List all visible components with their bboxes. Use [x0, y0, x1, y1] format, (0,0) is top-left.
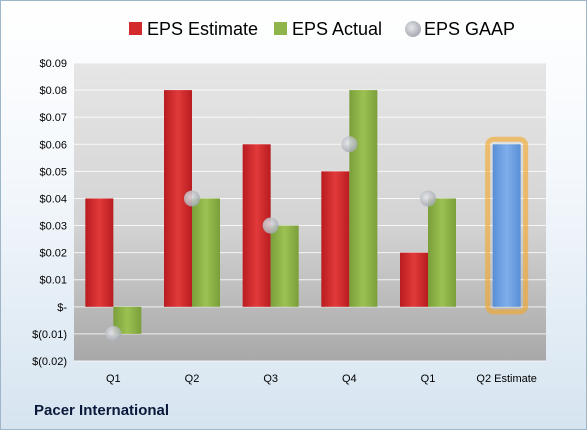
legend-swatch: [405, 21, 421, 37]
eps-gaap-marker: [420, 190, 436, 207]
eps-actual-bar: [349, 90, 378, 307]
legend-label: EPS GAAP: [424, 19, 515, 39]
eps-actual-bar: [270, 225, 299, 307]
gridlines: [74, 62, 546, 362]
eps-gaap-marker: [262, 217, 279, 234]
y-tick-label: $0.01: [39, 275, 67, 287]
legend-swatch: [129, 22, 142, 35]
company-name: Pacer International: [34, 402, 170, 419]
eps-estimate-bar: [321, 171, 350, 307]
y-tick-label: $(0.02): [32, 356, 67, 368]
gaap-markers: [105, 136, 436, 342]
eps-gaap-marker: [184, 190, 200, 207]
legend-label: EPS Actual: [292, 19, 382, 39]
x-tick-label: Q2 Estimate: [476, 373, 537, 385]
x-tick-label: Q1: [421, 373, 436, 385]
y-tick-label: $(0.01): [32, 329, 67, 341]
x-axis-ticks: Q1 Q2 Q3 Q4 Q1 Q2 Estimate: [106, 373, 537, 385]
x-tick-label: Q2: [185, 373, 200, 385]
x-tick-label: Q1: [106, 373, 121, 385]
eps-gaap-marker: [105, 325, 122, 342]
y-tick-label: $0.08: [39, 85, 67, 97]
bars: [85, 90, 529, 334]
y-tick-label: $0.09: [39, 58, 67, 70]
y-tick-label: $0.07: [39, 112, 67, 124]
eps-estimate-bar: [400, 252, 428, 307]
y-tick-label: $-: [57, 302, 67, 314]
y-tick-label: $0.02: [39, 248, 67, 260]
x-tick-label: Q3: [263, 373, 278, 385]
x-tick-label: Q4: [342, 373, 357, 385]
eps-estimate-bar: [85, 198, 114, 307]
eps-actual-bar: [192, 198, 220, 307]
legend-label: EPS Estimate: [147, 19, 258, 39]
q2-estimate-bar: [492, 144, 521, 307]
legend-swatch: [274, 22, 287, 35]
y-tick-label: $0.03: [39, 221, 67, 233]
y-tick-label: $0.06: [39, 139, 67, 151]
y-axis-ticks: $(0.02) $(0.01) $- $0.01 $0.02 $0.03 $0.04 $0.0…: [32, 58, 67, 368]
plot-area: [74, 63, 546, 361]
eps-actual-bar: [428, 198, 456, 307]
legend: EPS Estimate EPS Actual EPS GAAP: [129, 19, 515, 39]
eps-gaap-marker: [341, 136, 358, 153]
estimate-highlight: [485, 136, 529, 315]
y-tick-label: $0.05: [39, 166, 67, 178]
y-tick-label: $0.04: [39, 193, 67, 205]
